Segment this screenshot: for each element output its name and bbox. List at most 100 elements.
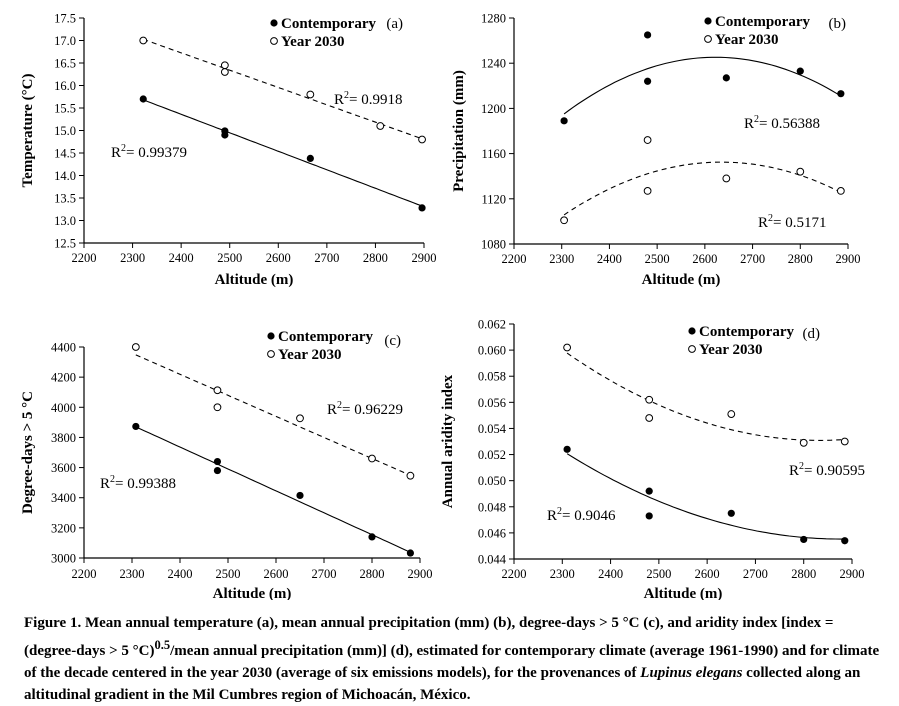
- data-point-2030: [643, 186, 652, 195]
- x-tick-label: 2700: [740, 252, 765, 266]
- fit-line-contemporary: [563, 56, 842, 115]
- y-tick-label: 3600: [51, 461, 76, 475]
- y-tick-label: 1200: [481, 102, 506, 116]
- y-tick-label: 0.056: [478, 396, 506, 410]
- chart-panel-d: 0.044 0.046 0.048 0.050 0.052 0.054 0.056 0.058…: [440, 318, 865, 601]
- x-axis-label: Altitude (m): [644, 586, 723, 600]
- fit-line-contemporary: [143, 99, 423, 207]
- y-tick-label: 4000: [51, 401, 76, 415]
- data-point-2030: [139, 36, 148, 45]
- legend-label-2030: Year 2030: [278, 347, 341, 363]
- y-tick-label: 0.060: [478, 344, 506, 358]
- y-tick-label: 17.0: [54, 34, 76, 48]
- y-tick-label: 14.0: [54, 169, 76, 183]
- y-tick-label: 0.046: [478, 526, 506, 540]
- panel-label: (c): [384, 333, 401, 349]
- data-point-contemporary: [406, 549, 414, 557]
- panel-label: (a): [386, 16, 403, 32]
- y-tick-label: 0.050: [478, 474, 506, 488]
- legend-label-contemporary: Contemporary: [281, 16, 376, 32]
- data-point-2030: [560, 216, 568, 225]
- y-tick-label: 4200: [51, 371, 76, 385]
- x-tick-label: 2800: [791, 567, 816, 581]
- y-tick-label: 3200: [51, 521, 76, 535]
- fit-line-2030: [566, 352, 845, 441]
- y-tick-label: 16.0: [54, 79, 76, 93]
- caption-text-3: collected along an altitudinal gradient …: [24, 665, 861, 703]
- legend-label-contemporary: Contemporary: [715, 14, 810, 30]
- y-tick-label: 14.5: [54, 147, 76, 161]
- x-tick-label: 2900: [836, 252, 861, 266]
- legend-marker-2030: [270, 37, 278, 45]
- y-tick-label: 3000: [51, 552, 76, 566]
- x-axis-label: Altitude (m): [213, 586, 292, 600]
- r-squared-label: R2= 0.5171: [758, 213, 826, 231]
- x-tick-label: 2200: [72, 567, 97, 581]
- chart-panel-a: 12.5 13.0 13.5 14.0 14.5 15.0 15.5 16.0 16.5 17.0…: [20, 12, 437, 289]
- legend-marker-2030: [267, 350, 275, 358]
- x-tick-label: 2900: [408, 567, 433, 581]
- legend-marker-2030: [704, 35, 712, 43]
- y-tick-label: 4400: [51, 341, 76, 355]
- r-squared-label: R2= 0.90595: [789, 461, 865, 479]
- y-tick-label: 1240: [481, 57, 506, 71]
- x-tick-label: 2200: [502, 252, 527, 266]
- x-tick-label: 2300: [120, 567, 145, 581]
- caption-text-2: /mean annual precipitation (mm)] (d), es…: [24, 643, 880, 681]
- data-point-contemporary: [644, 31, 652, 39]
- data-point-2030: [796, 167, 805, 176]
- data-point-contemporary: [645, 512, 653, 520]
- data-point-2030: [643, 136, 652, 144]
- caption-lead: Figure 1.: [24, 615, 82, 631]
- x-tick-label: 2800: [360, 567, 385, 581]
- y-tick-label: 13.5: [54, 192, 76, 206]
- data-point-contemporary: [139, 95, 147, 103]
- fit-line-contemporary: [566, 453, 845, 540]
- data-point-contemporary: [644, 77, 652, 85]
- data-point-2030: [220, 68, 229, 76]
- data-point-2030: [836, 186, 845, 195]
- legend-label-contemporary: Contemporary: [278, 329, 373, 345]
- x-tick-label: 2700: [314, 251, 339, 265]
- y-tick-label: 15.0: [54, 124, 76, 138]
- x-tick-label: 2800: [363, 251, 388, 265]
- y-tick-label: 0.048: [478, 500, 506, 514]
- y-tick-label: 13.0: [54, 214, 76, 228]
- caption-exponent: 0.5: [154, 638, 171, 652]
- data-point-2030: [563, 343, 572, 352]
- y-tick-label: 1120: [481, 192, 506, 206]
- data-point-2030: [296, 414, 304, 423]
- y-tick-label: 3800: [51, 431, 76, 445]
- legend-label-2030: Year 2030: [281, 34, 344, 50]
- y-tick-label: 16.5: [54, 57, 76, 71]
- data-point-contemporary: [296, 491, 304, 500]
- data-point-contemporary: [132, 422, 140, 431]
- x-tick-label: 2300: [550, 567, 575, 581]
- legend-marker-contemporary: [704, 17, 712, 25]
- data-point-2030: [306, 90, 315, 99]
- data-point-2030: [213, 386, 222, 395]
- data-point-2030: [376, 122, 385, 130]
- x-tick-label: 2300: [549, 252, 574, 266]
- r-squared-label: R2= 0.96229: [327, 400, 403, 418]
- data-point-2030: [840, 437, 849, 446]
- chart-panel-b: 1080 1120 1160 1200 1240 1280 2200 2300 2400 2500…: [451, 12, 861, 289]
- data-point-2030: [131, 343, 140, 351]
- x-tick-label: 2400: [597, 252, 622, 266]
- chart-panel-c: 3000 3200 3400 3600 3800 4000 4200 4400 2200 2300…: [20, 329, 433, 600]
- x-tick-label: 2400: [168, 567, 193, 581]
- legend-marker-contemporary: [267, 332, 275, 340]
- legend-label-2030: Year 2030: [699, 342, 762, 358]
- x-tick-label: 2400: [169, 251, 194, 265]
- y-tick-label: 17.5: [54, 12, 76, 26]
- caption-text-1: Mean annual temperature (a), mean annual…: [24, 615, 834, 659]
- x-axis-label: Altitude (m): [642, 272, 721, 288]
- r-squared-label: R2= 0.99388: [100, 474, 176, 492]
- y-tick-label: 15.5: [54, 102, 76, 116]
- y-axis-label: Temperature (°C): [20, 74, 36, 188]
- legend-label-2030: Year 2030: [715, 32, 778, 48]
- data-point-contemporary: [221, 131, 229, 139]
- x-tick-label: 2700: [312, 567, 337, 581]
- y-tick-label: 3400: [51, 491, 76, 505]
- r-squared-label: R2= 0.9918: [334, 90, 402, 108]
